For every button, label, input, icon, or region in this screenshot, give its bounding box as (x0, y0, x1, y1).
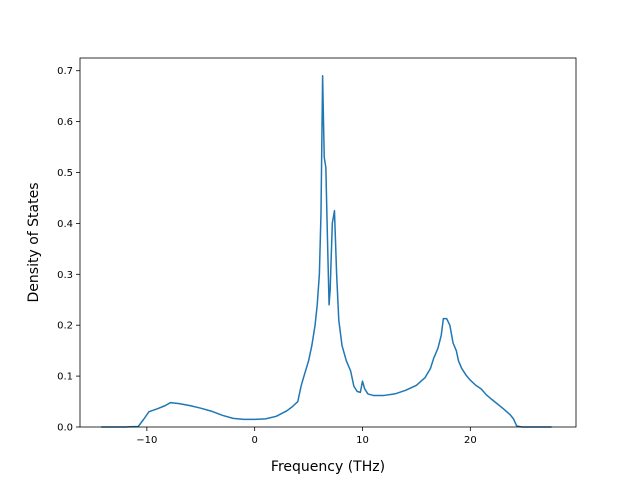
x-tick-label: 0 (251, 435, 257, 446)
y-axis-label: Density of States (26, 183, 42, 303)
y-axis-ticks: 0.0 0.1 0.2 0.3 0.4 0.5 0.6 0.7 (57, 66, 80, 434)
y-tick-label: 0.7 (57, 66, 73, 77)
y-tick-label: 0.5 (57, 168, 73, 179)
x-tick-label: −10 (136, 435, 157, 446)
plot-frame (79, 57, 577, 428)
y-tick-label: 0.6 (57, 117, 73, 128)
x-axis-label: Frequency (THz) (271, 459, 385, 475)
x-tick-label: 10 (356, 435, 369, 446)
y-tick-label: 0.4 (57, 219, 73, 230)
x-tick-label: 20 (464, 435, 477, 446)
y-tick-label: 0.1 (57, 372, 73, 383)
dos-series-line (100, 75, 552, 428)
x-axis-ticks: −10 0 10 20 (136, 427, 477, 446)
y-tick-label: 0.3 (57, 270, 73, 281)
y-tick-label: 0.2 (57, 321, 73, 332)
y-tick-label: 0.0 (57, 423, 73, 434)
